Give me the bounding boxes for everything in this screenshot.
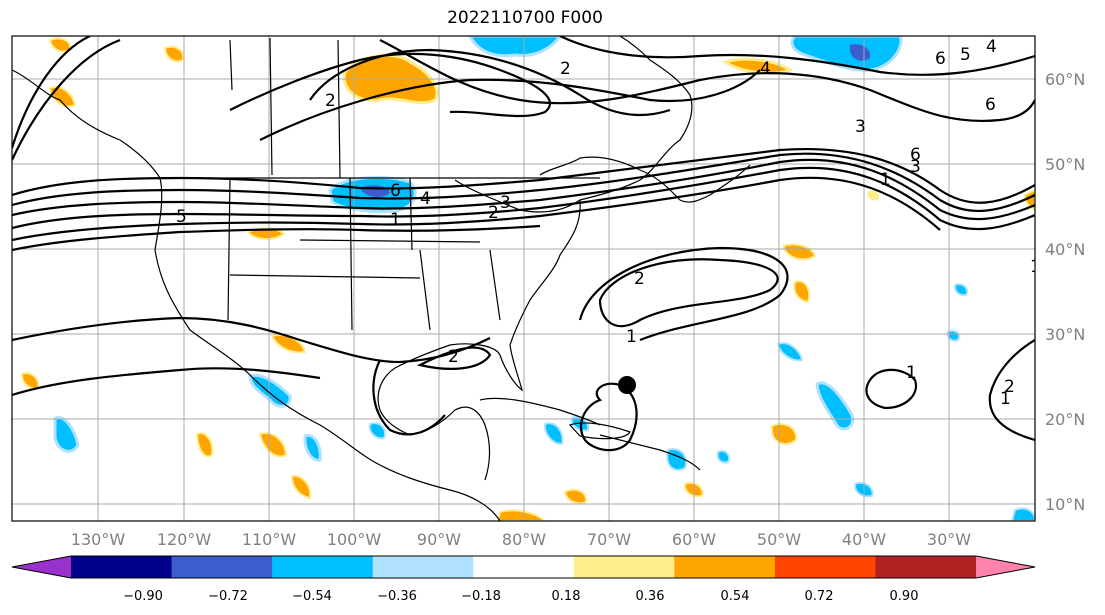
colorbar-tick-label: −0.90 (123, 589, 163, 604)
lon-label: 120°W (157, 530, 212, 549)
lat-label: 30°N (1045, 325, 1085, 344)
colorbar-tick-label: −0.54 (292, 589, 332, 604)
latitude-labels: 60°N 50°N 40°N 30°N 20°N 10°N (1045, 70, 1085, 514)
colorbar-tick-label: 0.36 (636, 589, 665, 604)
colorbar-tick-label: 0.72 (805, 589, 834, 604)
colorbar-segment (272, 556, 374, 578)
contour-label: 3 (855, 117, 866, 137)
contour-label: 1 (906, 363, 917, 383)
colorbar-segment (674, 556, 776, 578)
lon-label: 80°W (502, 530, 546, 549)
colorbar-tick-label: −0.18 (461, 589, 501, 604)
contour-label: 1 (626, 327, 637, 347)
contour-label: 2 (1004, 377, 1015, 397)
contour-label: 1 (390, 210, 401, 230)
contour-label: 6 (985, 95, 996, 115)
lat-label: 60°N (1045, 70, 1085, 89)
contour-lines (12, 36, 1035, 452)
colorbar-segment (372, 556, 474, 578)
lon-label: 130°W (71, 530, 126, 549)
contour-label: 4 (986, 37, 997, 57)
colorbar-extend-high (976, 556, 1035, 578)
colorbar-segment (473, 556, 575, 578)
contour-label: 5 (960, 45, 971, 65)
lon-label: 50°W (757, 530, 801, 549)
contour-label: 2 (634, 269, 645, 289)
lat-label: 50°N (1045, 155, 1085, 174)
contour-label: 1 (1030, 257, 1041, 277)
lon-label: 30°W (927, 530, 971, 549)
colorbar-tick-label: 0.18 (552, 589, 581, 604)
map-content: 2 4 6 5 1 3 2 4 6 5 3 6 1 6 4 3 2 1 2 1 … (12, 36, 1041, 521)
colorbar-ticks: −0.90 −0.72 −0.54 −0.36 −0.18 0.18 0.36 … (123, 589, 918, 604)
colorbar-tick-label: 0.54 (721, 589, 750, 604)
colorbar-segment (573, 556, 675, 578)
map-title: 2022110700 F000 (447, 8, 603, 28)
anomaly-fills (20, 36, 1035, 521)
contour-label: 3 (910, 157, 921, 177)
contour-label: 2 (488, 203, 499, 223)
lat-label: 40°N (1045, 240, 1085, 259)
contour-label: 6 (390, 181, 401, 201)
lon-label: 100°W (327, 530, 382, 549)
lon-label: 40°W (842, 530, 886, 549)
colorbar-tick-label: 0.90 (890, 589, 919, 604)
contour-label: 6 (910, 145, 921, 165)
contour-label: 2 (448, 347, 459, 367)
contour-label: 4 (420, 189, 431, 209)
contour-label: 2 (325, 91, 336, 111)
colorbar-tick-label: −0.36 (377, 589, 417, 604)
contour-label: 2 (560, 59, 571, 79)
contour-label: 1 (880, 170, 891, 190)
colorbar-segment (171, 556, 273, 578)
lon-label: 110°W (242, 530, 297, 549)
lat-label: 10°N (1045, 495, 1085, 514)
contour-label: 4 (760, 59, 771, 79)
lon-label: 60°W (672, 530, 716, 549)
graticule (12, 36, 1035, 521)
contour-label: 5 (176, 207, 187, 227)
colorbar (11, 555, 1036, 579)
colorbar-extend-low (12, 556, 71, 578)
map-frame (11, 35, 1036, 522)
contour-label: 6 (935, 49, 946, 69)
lat-label: 20°N (1045, 410, 1085, 429)
colorbar-segment (875, 556, 977, 578)
colorbar-tick-label: −0.72 (208, 589, 248, 604)
contour-label: 1 (1000, 389, 1011, 409)
storm-center-marker (618, 376, 636, 394)
lon-label: 70°W (587, 530, 631, 549)
lon-label: 90°W (417, 530, 461, 549)
colorbar-segment (71, 556, 173, 578)
colorbar-segment (774, 556, 876, 578)
contour-labels: 2 4 6 5 1 3 2 4 6 5 3 6 1 6 4 3 2 1 2 1 … (176, 37, 1041, 409)
colorbar-outline (11, 555, 1036, 579)
contour-label: 3 (500, 193, 511, 213)
longitude-labels: 130°W 120°W 110°W 100°W 90°W 80°W 70°W 6… (71, 530, 971, 549)
